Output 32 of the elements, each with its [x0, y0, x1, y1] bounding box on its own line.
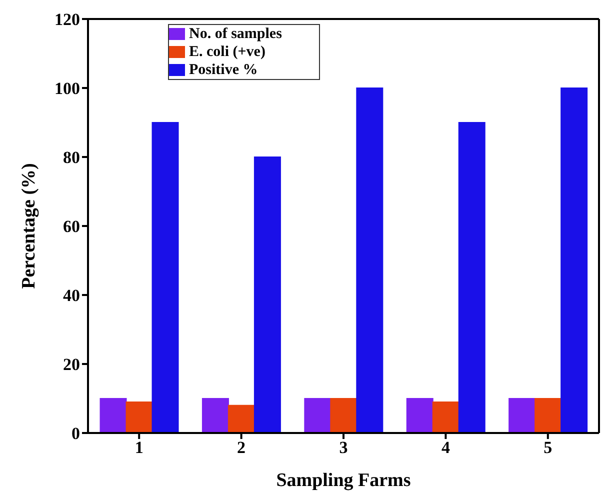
bar: [560, 88, 588, 433]
bar: [534, 398, 562, 433]
bar: [508, 398, 536, 433]
bar: [330, 398, 358, 433]
bar: [356, 88, 384, 433]
legend-label: Positive %: [189, 62, 258, 78]
y-tick-label: 20: [63, 355, 80, 374]
legend-label: No. of samples: [189, 26, 282, 42]
x-tick-label: 4: [441, 438, 450, 458]
bar: [152, 122, 179, 433]
y-tick-label: 40: [63, 286, 80, 306]
y-tick-label: 60: [63, 217, 80, 236]
x-axis-title: Sampling Farms: [276, 470, 411, 491]
y-axis-title: Percentage (%): [18, 163, 40, 289]
y-tick-label: 120: [54, 10, 80, 30]
x-tick-label: 5: [544, 438, 552, 458]
y-tick-label: 80: [63, 148, 80, 168]
bar: [254, 156, 281, 433]
legend-label: E. coli (+ve): [189, 44, 266, 60]
bar: [126, 401, 153, 433]
x-tick-label: 2: [237, 438, 246, 458]
bar: [228, 404, 255, 433]
bar: [458, 122, 486, 433]
y-tick-label: 100: [54, 79, 80, 98]
bar: [304, 398, 332, 433]
y-tick-label: 0: [72, 424, 80, 444]
bar: [432, 401, 460, 433]
bar: [406, 398, 434, 433]
x-tick-label: 3: [339, 438, 348, 458]
bar: [100, 398, 127, 433]
x-tick-label: 1: [134, 438, 144, 458]
bar: [202, 398, 229, 433]
